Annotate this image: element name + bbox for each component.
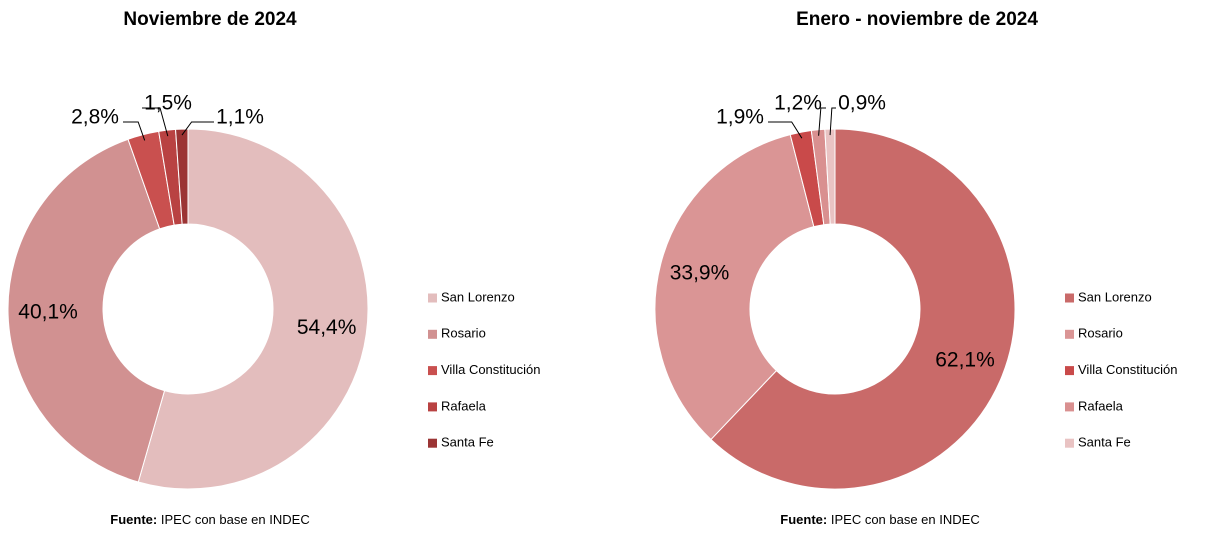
legend-swatch: [428, 293, 437, 303]
source-text: IPEC con base en INDEC: [831, 512, 980, 527]
donut-slice: [710, 128, 1016, 490]
legend-swatch: [428, 329, 437, 339]
source: Fuente: IPEC con base en INDEC: [110, 512, 309, 527]
leader-line: [818, 107, 826, 136]
data-label: 62,1%: [935, 348, 995, 371]
legend-label: Santa Fe: [441, 435, 494, 450]
legend-label: San Lorenzo: [1078, 289, 1152, 304]
data-label: 33,9%: [670, 261, 730, 284]
leader-line: [829, 107, 836, 136]
legend-label: Santa Fe: [1078, 435, 1131, 450]
chart-title: Enero - noviembre de 2024: [796, 9, 1038, 30]
donut-slice: [824, 128, 836, 225]
legend-label: Rafaela: [441, 398, 487, 413]
data-label: 1,2%: [774, 92, 822, 115]
data-label: 1,1%: [216, 106, 264, 129]
leader-line: [181, 121, 214, 136]
legend-swatch: [1065, 293, 1074, 303]
legend-label: Villa Constitución: [1078, 362, 1177, 377]
leader-line: [123, 121, 146, 141]
legend-swatch: [428, 438, 437, 448]
source-label: Fuente:: [780, 512, 827, 527]
legend-label: Rosario: [1078, 326, 1123, 341]
source: Fuente: IPEC con base en INDEC: [780, 512, 979, 527]
data-label: 1,9%: [716, 106, 764, 129]
leader-line: [142, 107, 169, 137]
donut-slice: [654, 134, 815, 441]
legend-swatch: [1065, 438, 1074, 448]
legend-label: Rafaela: [1078, 398, 1124, 413]
legend-swatch: [1065, 329, 1074, 339]
legend-label: Villa Constitución: [441, 362, 540, 377]
donut-slice: [137, 128, 369, 490]
chart-title: Noviembre de 2024: [123, 9, 297, 30]
source-text: IPEC con base en INDEC: [161, 512, 310, 527]
data-label: 40,1%: [18, 301, 78, 324]
data-label: 1,5%: [144, 92, 192, 115]
source-label: Fuente:: [110, 512, 157, 527]
data-label: 0,9%: [838, 92, 886, 115]
data-label: 2,8%: [71, 106, 119, 129]
donut-slice: [7, 138, 166, 483]
legend-swatch: [1065, 402, 1074, 412]
donut-slice: [175, 128, 189, 225]
leader-line: [768, 121, 803, 139]
data-label: 54,4%: [297, 316, 357, 339]
legend-label: San Lorenzo: [441, 289, 515, 304]
legend-swatch: [428, 366, 437, 376]
legend-swatch: [428, 402, 437, 412]
legend-swatch: [1065, 366, 1074, 376]
legend-label: Rosario: [441, 326, 486, 341]
